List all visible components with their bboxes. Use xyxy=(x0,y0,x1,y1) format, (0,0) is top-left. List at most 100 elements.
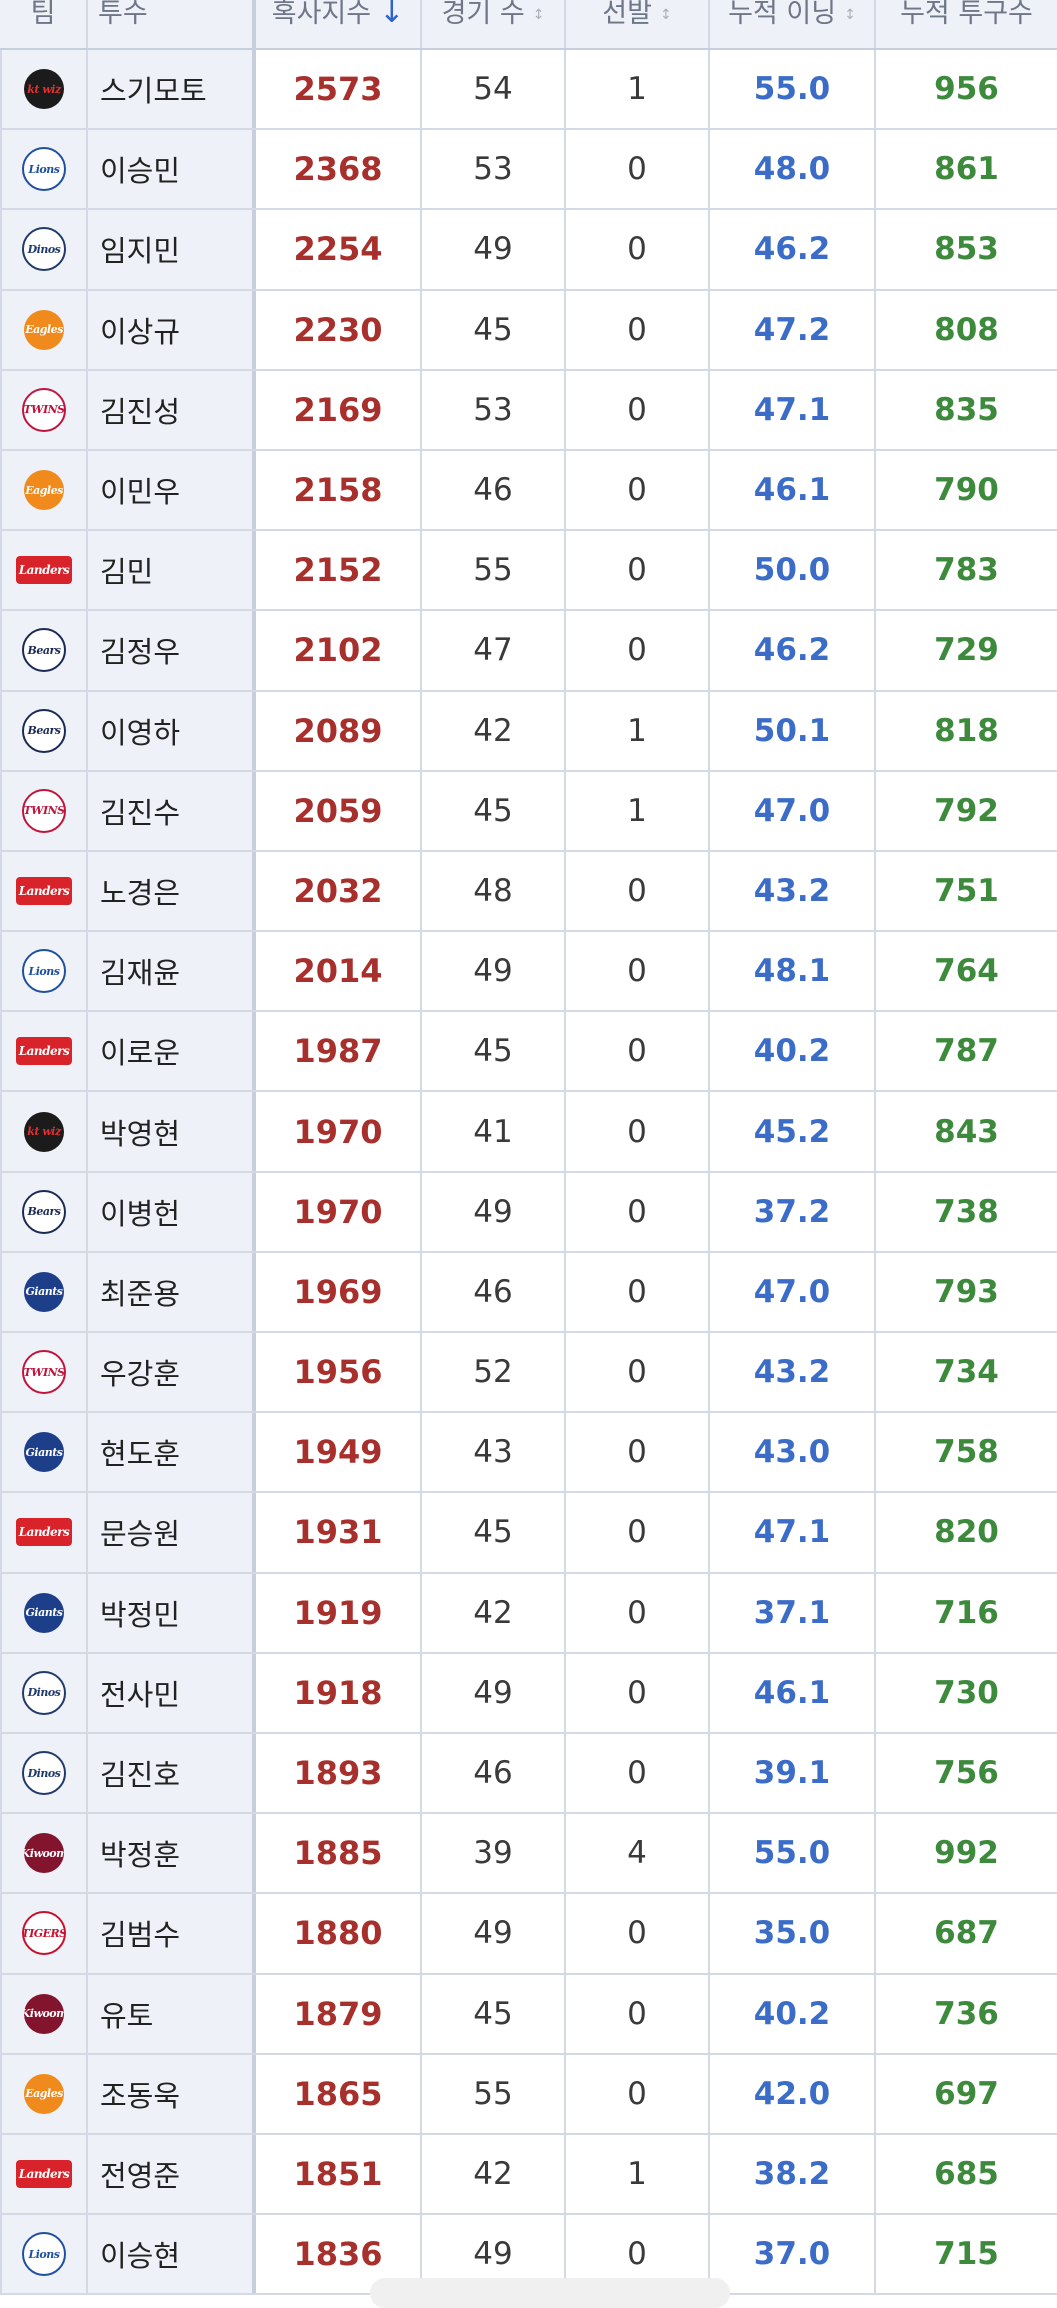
table-row[interactable]: Landers 전영준 1851 42 1 38.2 685 xyxy=(0,2134,1057,2216)
header-pitcher[interactable]: 투수 xyxy=(88,0,256,48)
innings-total: 35.0 xyxy=(710,1894,876,1973)
pitcher-name[interactable]: 유토 xyxy=(88,1974,256,2053)
table-row[interactable]: Landers 노경은 2032 48 0 43.2 751 xyxy=(0,851,1057,933)
table-row[interactable]: TWINS 김진수 2059 45 1 47.0 792 xyxy=(0,771,1057,852)
games-count: 54 xyxy=(422,50,566,129)
team-cell: Landers xyxy=(0,1012,88,1091)
pitcher-name[interactable]: 김진호 xyxy=(88,1733,256,1813)
header-pitches[interactable]: 누적 투구수 xyxy=(876,0,1057,48)
table-row[interactable]: Bears 이병헌 1970 49 0 37.2 738 xyxy=(0,1172,1057,1253)
pitcher-name[interactable]: 이병헌 xyxy=(88,1172,256,1251)
innings-total: 43.2 xyxy=(710,851,876,931)
header-innings[interactable]: 누적 이닝 ↕ xyxy=(710,0,876,48)
pitcher-name[interactable]: 김진성 xyxy=(88,370,256,449)
pitcher-name[interactable]: 이민우 xyxy=(88,450,256,530)
starts-count: 0 xyxy=(566,1333,710,1412)
pitcher-name[interactable]: 이상규 xyxy=(88,290,256,369)
games-count: 46 xyxy=(422,1252,566,1331)
header-starts-label: 선발 xyxy=(602,0,652,29)
pitcher-name[interactable]: 노경은 xyxy=(88,851,256,931)
pitcher-name[interactable]: 박정훈 xyxy=(88,1814,256,1893)
home-indicator xyxy=(370,2278,730,2308)
table-row[interactable]: Giants 박정민 1919 42 0 37.1 716 xyxy=(0,1573,1057,1654)
table-row[interactable]: Giants 현도훈 1949 43 0 43.0 758 xyxy=(0,1413,1057,1494)
pitcher-name[interactable]: 임지민 xyxy=(88,210,256,289)
pitcher-name[interactable]: 박영현 xyxy=(88,1092,256,1171)
team-cell: TWINS xyxy=(0,370,88,449)
header-starts[interactable]: 선발 ↕ xyxy=(566,0,710,48)
overuse-score: 1885 xyxy=(256,1814,422,1893)
pitcher-name[interactable]: 이승민 xyxy=(88,130,256,209)
pitcher-name[interactable]: 우강훈 xyxy=(88,1333,256,1412)
table-row[interactable]: kt wiz 박영현 1970 41 0 45.2 843 xyxy=(0,1092,1057,1173)
header-team[interactable]: 팀 xyxy=(0,0,88,48)
starts-count: 4 xyxy=(566,1814,710,1893)
table-row[interactable]: Landers 김민 2152 55 0 50.0 783 xyxy=(0,531,1057,612)
innings-total: 40.2 xyxy=(710,1974,876,2053)
team-cell: TWINS xyxy=(0,1333,88,1412)
pitches-total: 730 xyxy=(934,1674,999,1711)
table-row[interactable]: Dinos 임지민 2254 49 0 46.2 853 xyxy=(0,210,1057,291)
pitcher-name[interactable]: 김민 xyxy=(88,531,256,610)
pitcher-name[interactable]: 이로운 xyxy=(88,1012,256,1091)
pitcher-name[interactable]: 스기모토 xyxy=(88,50,256,129)
table-row[interactable]: Landers 이로운 1987 45 0 40.2 787 xyxy=(0,1012,1057,1093)
table-row[interactable]: Eagles 조동욱 1865 55 0 42.0 697 xyxy=(0,2054,1057,2135)
table-row[interactable]: TIGERS 김범수 1880 49 0 35.0 687 xyxy=(0,1894,1057,1975)
pitcher-name[interactable]: 조동욱 xyxy=(88,2054,256,2133)
pitcher-name[interactable]: 김진수 xyxy=(88,771,256,850)
table-row[interactable]: Lions 김재윤 2014 49 0 48.1 764 xyxy=(0,932,1057,1013)
pitcher-name[interactable]: 김범수 xyxy=(88,1894,256,1973)
team-cell: Bears xyxy=(0,611,88,690)
team-logo-icon: TWINS xyxy=(22,1350,66,1395)
pitcher-name[interactable]: 문승원 xyxy=(88,1493,256,1572)
pitcher-name[interactable]: 김재윤 xyxy=(88,932,256,1011)
team-cell: Eagles xyxy=(0,290,88,369)
table-row[interactable]: Eagles 이상규 2230 45 0 47.2 808 xyxy=(0,290,1057,371)
table-row[interactable]: Bears 김정우 2102 47 0 46.2 729 xyxy=(0,611,1057,692)
starts-count: 0 xyxy=(566,1413,710,1492)
team-logo-icon: Dinos xyxy=(22,1751,66,1796)
team-logo-icon: Lions xyxy=(22,2232,66,2277)
table-row[interactable]: Landers 문승원 1931 45 0 47.1 820 xyxy=(0,1493,1057,1574)
table-row[interactable]: Bears 이영하 2089 42 1 50.1 818 xyxy=(0,691,1057,772)
pitches-total: 783 xyxy=(934,552,999,589)
overuse-score: 1893 xyxy=(256,1733,422,1813)
pitcher-name[interactable]: 현도훈 xyxy=(88,1413,256,1492)
table-row[interactable]: TWINS 김진성 2169 53 0 47.1 835 xyxy=(0,370,1057,451)
pitcher-name[interactable]: 최준용 xyxy=(88,1252,256,1331)
pitcher-name[interactable]: 김정우 xyxy=(88,611,256,690)
starts-count: 0 xyxy=(566,450,710,530)
innings-total: 37.1 xyxy=(710,1573,876,1652)
team-cell: Landers xyxy=(0,2134,88,2214)
table-row[interactable]: Dinos 전사민 1918 49 0 46.1 730 xyxy=(0,1653,1057,1734)
games-count: 53 xyxy=(422,130,566,209)
team-logo-icon: Kiwoom xyxy=(24,1993,64,2034)
games-count: 47 xyxy=(422,611,566,690)
table-row[interactable]: Eagles 이민우 2158 46 0 46.1 790 xyxy=(0,450,1057,532)
header-score-label: 혹사지수 xyxy=(271,0,372,29)
table-row[interactable]: Lions 이승민 2368 53 0 48.0 861 xyxy=(0,130,1057,211)
pitcher-name[interactable]: 박정민 xyxy=(88,1573,256,1652)
team-cell: Landers xyxy=(0,531,88,610)
header-score[interactable]: 혹사지수 ↓ xyxy=(256,0,422,48)
pitcher-name[interactable]: 전영준 xyxy=(88,2134,256,2214)
header-games[interactable]: 경기 수 ↕ xyxy=(422,0,566,48)
table-row[interactable]: Giants 최준용 1969 46 0 47.0 793 xyxy=(0,1252,1057,1333)
team-logo-icon: Bears xyxy=(22,1189,66,1234)
team-cell: Giants xyxy=(0,1252,88,1331)
starts-count: 0 xyxy=(566,2054,710,2133)
pitcher-name[interactable]: 이영하 xyxy=(88,691,256,770)
table-row[interactable]: Dinos 김진호 1893 46 0 39.1 756 xyxy=(0,1733,1057,1815)
starts-count: 0 xyxy=(566,1653,710,1732)
header-pitches-label: 누적 투구수 xyxy=(900,0,1033,29)
team-logo-icon: TWINS xyxy=(22,788,66,833)
pitcher-name[interactable]: 이승현 xyxy=(88,2215,256,2294)
overuse-score: 2254 xyxy=(256,210,422,289)
table-row[interactable]: kt wiz 스기모토 2573 54 1 55.0 956 xyxy=(0,50,1057,131)
pitcher-name[interactable]: 전사민 xyxy=(88,1653,256,1732)
overuse-score: 1851 xyxy=(256,2134,422,2214)
table-row[interactable]: TWINS 우강훈 1956 52 0 43.2 734 xyxy=(0,1333,1057,1414)
